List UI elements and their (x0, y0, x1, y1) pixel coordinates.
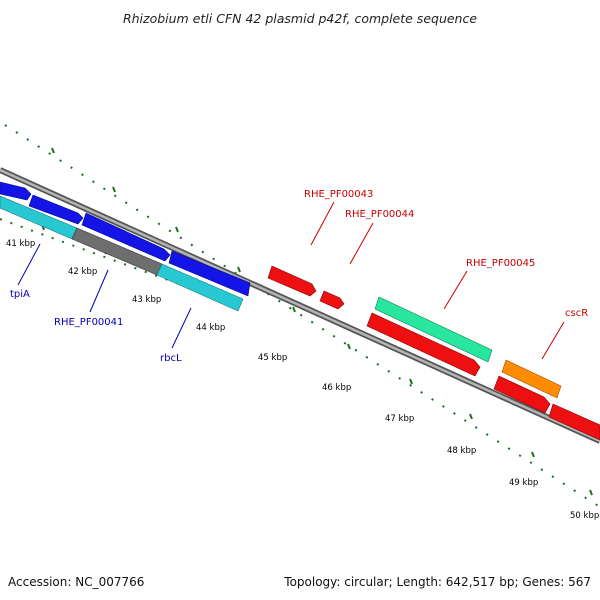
gene-label-cscr[interactable]: cscR (565, 308, 588, 319)
gene-labels: tpiA RHE_PF00041 rbcL RHE_PF00043 RHE_PF… (10, 189, 588, 364)
outer-tick-track (4, 124, 600, 508)
gene-rhe-pf00045[interactable] (374, 296, 493, 363)
gene-label-rhe-pf00043[interactable]: RHE_PF00043 (304, 189, 373, 200)
label-leaders (17, 201, 565, 360)
kbp-label: 49 kbp (509, 478, 538, 488)
gene-cscr[interactable] (501, 359, 562, 399)
kbp-label: 43 kbp (132, 295, 161, 305)
plasmid-backbone (0, 167, 600, 444)
gene-label-rhe-pf00041[interactable]: RHE_PF00041 (54, 317, 123, 328)
gene-red-lower-2[interactable] (493, 375, 551, 414)
kbp-label: 42 kbp (68, 267, 97, 277)
gene-label-rbcl[interactable]: rbcL (160, 353, 182, 364)
gene-blue-3[interactable] (81, 212, 171, 262)
kbp-label: 45 kbp (258, 353, 287, 363)
gene-label-tpia[interactable]: tpiA (10, 289, 30, 300)
gene-blue-1[interactable] (0, 181, 32, 201)
topology-summary-text: Topology: circular; Length: 642,517 bp; … (283, 575, 591, 589)
gene-rhe-pf00043[interactable] (267, 265, 317, 297)
gene-label-rhe-pf00045[interactable]: RHE_PF00045 (466, 258, 535, 269)
gene-red-lower-3[interactable] (548, 403, 600, 441)
kbp-label: 41 kbp (6, 239, 35, 249)
kbp-label: 46 kbp (322, 383, 351, 393)
gene-rbcl[interactable] (156, 263, 244, 312)
accession-text: Accession: NC_007766 (8, 575, 144, 589)
gene-blue-2[interactable] (28, 194, 84, 225)
kbp-label: 47 kbp (385, 414, 414, 424)
kbp-labels: 41 kbp 42 kbp 43 kbp 44 kbp 45 kbp 46 kb… (6, 239, 599, 521)
major-ticks (41, 147, 593, 496)
gene-red-lower-1[interactable] (366, 312, 481, 377)
map-title: Rhizobium etli CFN 42 plasmid p42f, comp… (123, 11, 477, 26)
gene-label-rhe-pf00044[interactable]: RHE_PF00044 (345, 209, 414, 220)
kbp-label: 44 kbp (196, 323, 225, 333)
kbp-label: 50 kbp (570, 511, 599, 521)
gene-blue-4[interactable] (168, 250, 251, 297)
kbp-label: 48 kbp (447, 446, 476, 456)
gene-rhe-pf00044[interactable] (319, 290, 345, 310)
